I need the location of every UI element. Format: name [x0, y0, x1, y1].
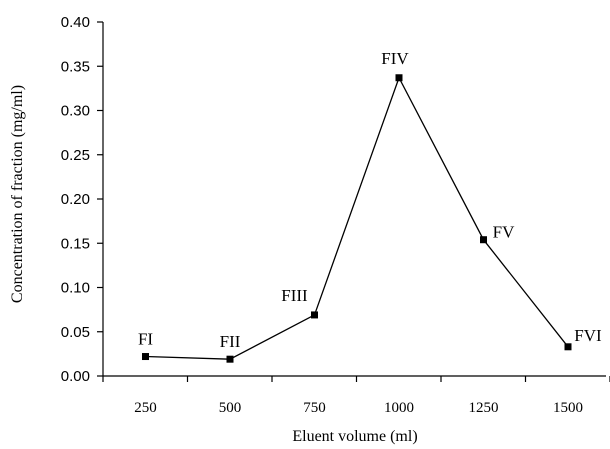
- x-tick-label: 750: [303, 400, 326, 416]
- series-group: FI FII FIII FIV FV FVI: [138, 49, 602, 363]
- y-tick-label: 0.30: [61, 103, 90, 120]
- data-point-label: FIII: [281, 286, 308, 305]
- y-axis-title: Concentration of fraction (mg/ml): [9, 85, 26, 303]
- x-axis-ticks: 250 500 750 1000 1250 1500: [102, 376, 610, 416]
- x-tick-label: 500: [219, 400, 242, 416]
- y-tick-label: 0.35: [61, 58, 90, 75]
- data-point-label: FII: [220, 332, 241, 351]
- y-tick-label: 0.05: [61, 324, 90, 341]
- x-tick-label: 1000: [384, 400, 414, 416]
- y-tick-label: 0.20: [61, 191, 90, 208]
- x-tick-label: 1500: [553, 400, 583, 416]
- y-tick-label: 0.00: [61, 368, 90, 385]
- data-point-label: FIV: [381, 49, 409, 68]
- x-axis-title: Eluent volume (ml): [292, 428, 417, 445]
- y-axis-ticks: 0.00 0.05 0.10 0.15 0.20 0.25 0.30 0.35 0.40: [61, 14, 103, 385]
- data-point-label: FI: [138, 330, 153, 349]
- x-tick-label: 1250: [469, 400, 499, 416]
- data-point-marker: [564, 343, 572, 351]
- data-point-marker: [311, 311, 318, 319]
- x-tick-label: 250: [134, 400, 157, 416]
- data-point-marker: [395, 74, 403, 82]
- plot-area: 0.00 0.05 0.10 0.15 0.20 0.25 0.30 0.35 0.40 250…: [61, 14, 610, 416]
- data-point-marker: [226, 355, 234, 363]
- data-point-label: FV: [493, 223, 515, 242]
- data-point-marker: [480, 236, 487, 244]
- data-point-marker: [142, 353, 149, 361]
- y-tick-label: 0.15: [61, 235, 90, 252]
- y-tick-label: 0.25: [61, 147, 90, 164]
- y-tick-label: 0.10: [61, 280, 90, 297]
- y-tick-label: 0.40: [61, 14, 90, 31]
- data-point-label: FVI: [574, 326, 602, 345]
- series-line: [145, 76, 569, 360]
